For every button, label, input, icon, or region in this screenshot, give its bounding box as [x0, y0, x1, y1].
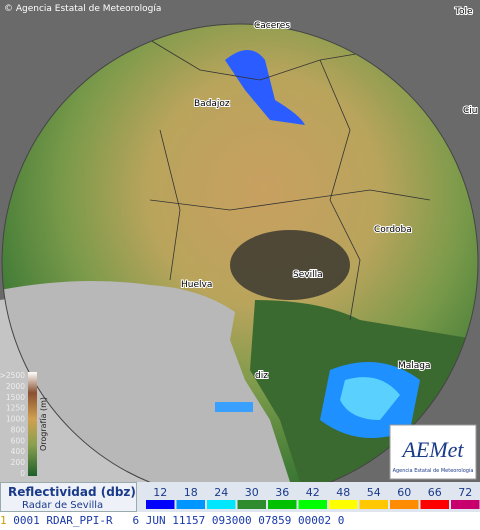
- place-label: Tole: [454, 7, 473, 17]
- orography-title: Orografía (m): [39, 397, 48, 451]
- orography-label: 800: [11, 425, 26, 434]
- orography-label: 0: [20, 469, 25, 478]
- reflectivity-legend: Reflectividad (dbz) Radar de Sevilla 12 1…: [0, 482, 480, 512]
- credit: © Agencia Estatal de Meteorología: [4, 4, 161, 14]
- level-label: 12: [153, 486, 167, 499]
- level-label: 66: [428, 486, 442, 499]
- place-label: Cordoba: [374, 225, 412, 235]
- level-swatch: [207, 500, 236, 509]
- level-label: 36: [275, 486, 289, 499]
- orography-label: 1250: [6, 404, 25, 413]
- status-text: 0001 RDAR_PPI-R 6 JUN 11157 093000 07859…: [13, 514, 345, 527]
- level-label: 54: [367, 486, 381, 499]
- logo-box: [389, 424, 477, 480]
- level-label: 72: [458, 486, 472, 499]
- level-swatch: [237, 500, 266, 509]
- level-swatch: [451, 500, 480, 509]
- orography-label: 200: [11, 458, 26, 467]
- orography-label: 600: [11, 436, 26, 445]
- orography-label: >2500: [0, 371, 25, 380]
- level-label: 24: [214, 486, 228, 499]
- orography-label: 400: [11, 447, 26, 456]
- level-swatch: [329, 500, 358, 509]
- level-swatch: [176, 500, 205, 509]
- level-swatch: [420, 500, 449, 509]
- radar-disc: [2, 24, 478, 482]
- level-label: 60: [397, 486, 411, 499]
- place-label: Badajoz: [194, 99, 230, 109]
- status-bar: 1 0001 RDAR_PPI-R 6 JUN 11157 093000 078…: [0, 512, 480, 530]
- level-swatch: [359, 500, 388, 509]
- orography-label: 2000: [6, 382, 25, 391]
- place-label: Sevilla: [293, 270, 323, 280]
- place-label: Malaga: [398, 361, 431, 371]
- legend-subtitle: Radar de Sevilla: [22, 500, 103, 511]
- place-label: Huelva: [181, 280, 212, 290]
- radar-map: © Agencia Estatal de Meteorología Cacere…: [0, 0, 480, 482]
- level-label: 18: [184, 486, 198, 499]
- logo-name: AEMet: [400, 437, 464, 462]
- level-swatch: [298, 500, 327, 509]
- legend-title-box: [0, 482, 137, 512]
- place-label: diz: [255, 371, 268, 381]
- status-index: 1: [0, 514, 7, 527]
- level-label: 42: [306, 486, 320, 499]
- level-label: 30: [245, 486, 259, 499]
- level-swatch: [390, 500, 419, 509]
- level-swatch: [268, 500, 297, 509]
- logo-subtitle: Agencia Estatal de Meteorología: [393, 467, 474, 474]
- orography-label: 1500: [6, 393, 25, 402]
- legend-title: Reflectividad (dbz): [8, 485, 136, 499]
- orography-bar: [28, 372, 37, 476]
- level-label: 48: [336, 486, 350, 499]
- level-swatch: [146, 500, 175, 509]
- place-label: Ciu: [463, 106, 478, 116]
- orography-label: 1000: [6, 415, 25, 424]
- place-label: Caceres: [254, 21, 290, 31]
